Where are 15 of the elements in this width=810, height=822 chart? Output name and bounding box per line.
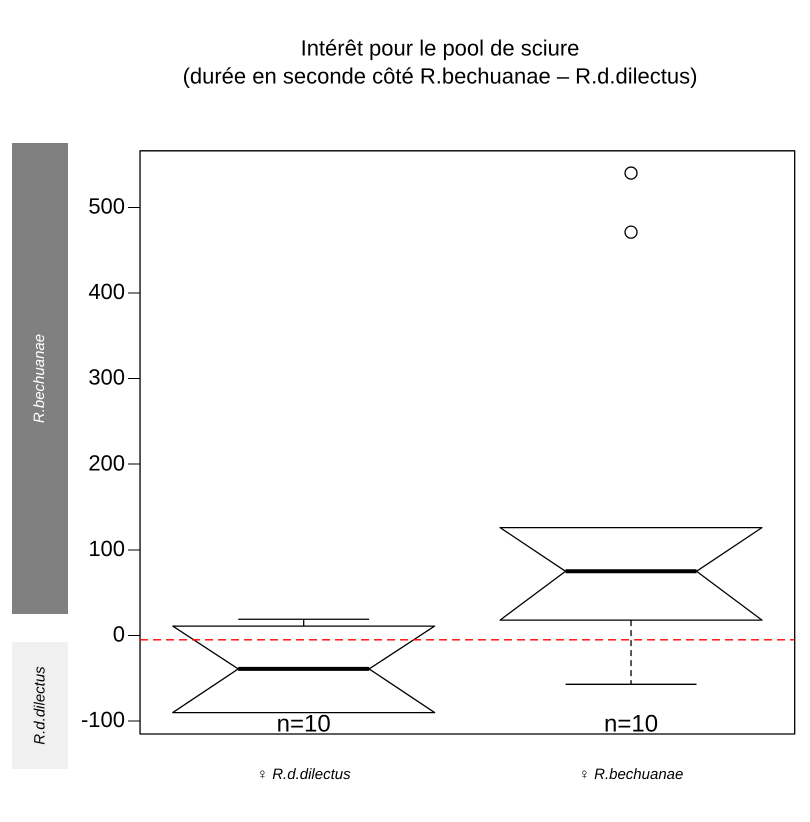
x-tick-label: ♀ R.d.dilectus [256,766,352,784]
chart-title: Intérêt pour le pool de sciure [300,35,580,60]
chart-subtitle: (durée en seconde côté R.bechuanae – R.d.dilectus) [182,64,698,89]
y-tick-label: 100 [88,536,126,561]
annotation: n=10 [604,710,658,738]
text: R.d.dilectus [32,666,48,745]
y-tick-label: -100 [80,707,126,732]
y-tick-label: 400 [88,279,126,304]
y-tick-label: 500 [88,193,126,218]
text: R.bechuanae [32,334,48,423]
y-tick-label: 300 [88,364,126,390]
annotation: n=10 [276,710,331,738]
y-tick-label: 0 [112,622,126,647]
y-tick-label: 200 [88,450,126,476]
x-tick-label: ♀ R.bechuanae [578,766,684,784]
